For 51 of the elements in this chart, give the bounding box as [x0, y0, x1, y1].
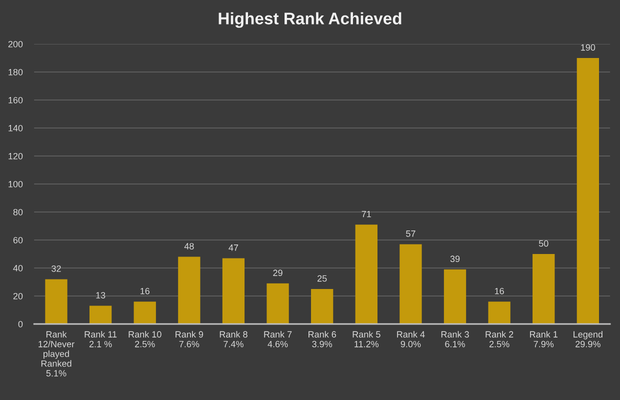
x-tick-label: Rank 1 7.9% [530, 330, 558, 348]
x-tick-label: Legend 29.9% [574, 330, 602, 348]
data-label: 39 [450, 256, 460, 262]
y-tick-label: 40 [13, 264, 23, 272]
y-tick-label: 180 [8, 68, 23, 76]
x-tick-label: Rank 6 3.9% [308, 330, 336, 348]
y-tick-label: 0 [18, 320, 23, 328]
data-label: 47 [228, 244, 238, 251]
x-tick-label: Rank 4 9.0% [397, 330, 425, 348]
data-label: 50 [538, 240, 548, 247]
bar [355, 224, 378, 324]
y-tick-label: 140 [8, 124, 23, 132]
chart-title: Highest Rank Achieved [218, 12, 402, 28]
bar [400, 244, 422, 324]
data-label: 25 [318, 275, 327, 282]
data-label: 57 [406, 230, 416, 237]
data-label: 48 [184, 243, 194, 250]
x-tick-label: Rank 12/Never played Ranked 5.1% [38, 330, 74, 376]
data-label: 190 [581, 44, 596, 51]
y-tick-label: 60 [13, 236, 23, 244]
data-label: 71 [362, 210, 371, 218]
bar [488, 302, 510, 324]
y-tick-label: 20 [13, 292, 23, 300]
y-tick-label: 200 [8, 40, 23, 48]
data-label: 16 [140, 288, 150, 294]
bar [444, 269, 466, 324]
bar [89, 306, 112, 324]
data-label: 29 [273, 270, 282, 276]
x-tick-label: Rank 3 6.1% [441, 330, 469, 348]
x-tick-label: Rank 9 7.6% [176, 330, 204, 348]
bar [266, 283, 289, 324]
x-tick-label: Rank 5 11.2% [352, 330, 380, 348]
bar [576, 58, 600, 324]
x-tick-label: Rank 11 2.1 % [84, 330, 117, 348]
data-label: 32 [52, 265, 61, 272]
bar [311, 289, 334, 324]
bar [222, 258, 245, 324]
y-tick-label: 80 [13, 208, 23, 216]
bar [178, 256, 200, 324]
x-tick-label: Rank 8 7.4% [220, 330, 248, 348]
data-label: 16 [494, 288, 504, 294]
bar [134, 302, 156, 324]
bar [532, 254, 555, 324]
y-tick-label: 100 [8, 180, 23, 188]
y-tick-label: 160 [8, 96, 23, 104]
x-tick-label: Rank 10 2.5% [128, 330, 162, 348]
x-tick-label: Rank 2 2.5% [486, 330, 514, 348]
bar [45, 279, 68, 324]
y-tick-label: 120 [8, 152, 23, 160]
data-label: 13 [96, 292, 106, 298]
x-tick-label: Rank 7 4.6% [264, 330, 292, 348]
